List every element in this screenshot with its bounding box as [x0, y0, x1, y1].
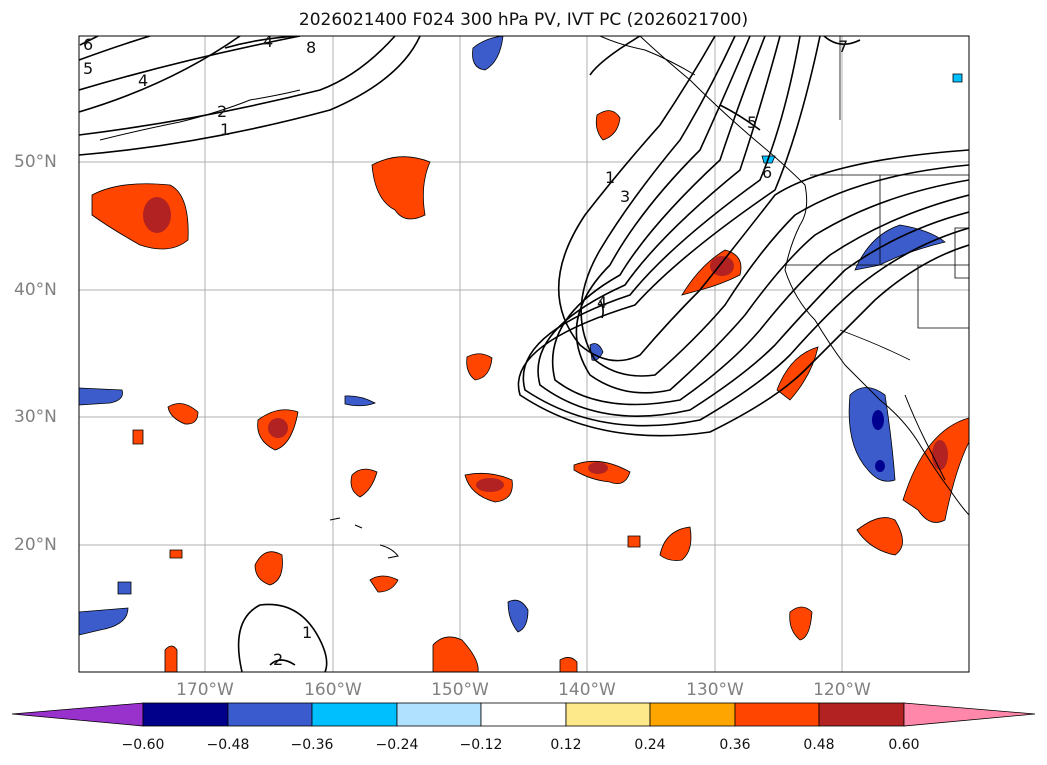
contour-label: 7 [838, 37, 848, 56]
colorbar-tick-label: −0.12 [459, 737, 503, 753]
blob-pos-21 [789, 606, 813, 641]
blob-neg-1 [472, 36, 504, 71]
lon-label: 140°W [558, 680, 616, 700]
contour-label: 6 [83, 35, 93, 54]
colorbar-extend-high [903, 702, 1036, 727]
contour-label: 3 [620, 187, 630, 206]
colorbar-bin [142, 702, 229, 727]
blob-pos-6 [466, 353, 493, 381]
blob-pos-2 [371, 156, 431, 220]
blob-pos-18 [432, 636, 479, 672]
contour-label: 1 [220, 120, 230, 139]
colorbar-tick-label: 0.60 [888, 737, 920, 753]
colorbar [11, 702, 1036, 727]
lon-label: 170°W [176, 680, 234, 700]
contour-label: 2 [217, 102, 227, 121]
blob-neg-3-core [872, 410, 884, 430]
contour-label: 4 [138, 71, 148, 90]
colorbar-bin [565, 702, 651, 727]
blob-neg-8 [117, 581, 132, 595]
blob-pos-1-core [143, 197, 171, 233]
contour-label: 1 [302, 623, 312, 642]
colorbar-tick-label: 0.24 [634, 737, 666, 753]
blob-neg-10 [952, 73, 963, 83]
blob-pos-16 [169, 549, 183, 559]
blob-pos-11-core [476, 478, 504, 492]
colorbar-tick-label: −0.36 [290, 737, 334, 753]
lon-label: 130°W [686, 680, 744, 700]
alaska-coast [599, 36, 696, 76]
map-title: 2026021400 F024 300 hPa PV, IVT PC (2026… [298, 10, 749, 30]
contour-labels: 6 5 4 4 8 2 1 1 3 4 7 5 6 1 2 [83, 32, 848, 669]
blob-pos-10 [350, 468, 378, 498]
blob-pos-20 [559, 657, 578, 672]
blob-pos-23-core [932, 440, 948, 470]
map-frame [78, 35, 970, 673]
blob-neg-3 [848, 387, 896, 482]
contour-label: 1 [605, 168, 615, 187]
blob-pos-9 [132, 429, 144, 445]
blob-neg-7 [79, 607, 129, 636]
colorbar-tick-label: −0.24 [375, 737, 419, 753]
blob-pos-3 [595, 110, 621, 141]
colorbar-bin [480, 702, 567, 727]
colorbar-bin [311, 702, 398, 727]
colorbar-extend-low [11, 702, 144, 727]
hawaii [329, 517, 399, 559]
blob-pos-22 [856, 517, 903, 556]
colorbar-bin [227, 702, 313, 727]
blob-pos-13 [659, 526, 692, 561]
blob-pos-5 [776, 346, 819, 401]
contour-label: 5 [747, 113, 757, 132]
colorbar-tick-label: −0.60 [121, 737, 165, 753]
contour-label: 5 [83, 59, 93, 78]
blob-neg-5 [344, 395, 376, 407]
colorbar-tick-label: −0.48 [206, 737, 250, 753]
blob-pos-17 [369, 575, 399, 593]
baja-coast [904, 394, 946, 481]
blob-pos-15 [254, 551, 283, 586]
colorbar-bin [649, 702, 736, 727]
north-america-coast [639, 36, 969, 516]
colorbar-bin [734, 702, 820, 727]
contour-label: 8 [306, 38, 316, 57]
lon-label: 120°W [813, 680, 871, 700]
lat-label: 40°N [14, 280, 57, 300]
gridlines [79, 36, 969, 672]
blob-pos-12-core [588, 462, 608, 474]
contour-label: 4 [263, 32, 273, 51]
lat-label: 20°N [14, 535, 57, 555]
colorbar-bin [396, 702, 482, 727]
lat-label: 30°N [14, 407, 57, 427]
blob-neg-4 [79, 387, 123, 406]
lon-label: 150°W [431, 680, 489, 700]
blob-pos-14 [627, 535, 641, 548]
colorbar-tick-label: 0.12 [550, 737, 582, 753]
lon-label: 160°W [304, 680, 362, 700]
lat-label: 50°N [14, 152, 57, 172]
colorbar-tick-label: 0.36 [719, 737, 751, 753]
blob-neg-9 [507, 599, 529, 633]
blob-neg-2 [854, 224, 946, 271]
map-plot-area [79, 36, 969, 672]
blob-pos-8-core [268, 418, 288, 438]
blob-neg-3-core-2 [875, 460, 885, 472]
contour-label: 6 [762, 163, 772, 182]
contour-label: 4 [597, 293, 607, 312]
blob-pos-7 [167, 403, 199, 425]
contour-label: 2 [273, 650, 283, 669]
blob-pos-19 [164, 645, 178, 672]
positive-anomaly-blobs [91, 110, 969, 672]
borders [785, 36, 969, 361]
pv-contours [79, 36, 969, 672]
colorbar-tick-label: 0.48 [803, 737, 835, 753]
colorbar-bin [818, 702, 905, 727]
